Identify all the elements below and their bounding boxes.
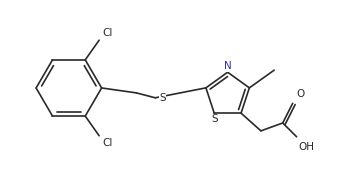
Text: Cl: Cl [102, 138, 112, 148]
Text: S: S [211, 114, 218, 124]
Text: N: N [224, 61, 232, 71]
Text: Cl: Cl [102, 28, 112, 38]
Text: O: O [297, 89, 305, 99]
Text: OH: OH [298, 142, 314, 152]
Text: S: S [159, 93, 166, 103]
